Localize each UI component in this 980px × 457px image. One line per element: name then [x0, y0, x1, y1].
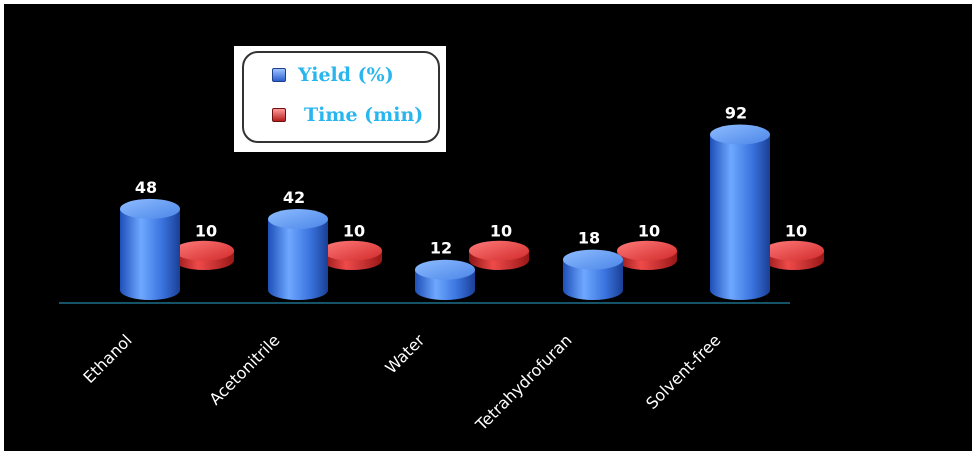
- legend-box: Yield (%) Time (min): [242, 51, 440, 143]
- bar-time-0: [174, 240, 234, 270]
- data-label-yield-4: 92: [725, 104, 747, 123]
- data-label-time-0: 10: [195, 222, 217, 241]
- chart-area: 10 48 10 42 10 12 10 18 10 92: [4, 4, 972, 451]
- data-label-time-3: 10: [638, 222, 660, 241]
- legend-swatch-time: [272, 108, 286, 122]
- bar-yield-2: [415, 259, 475, 300]
- bar-time-2: [469, 240, 529, 270]
- legend-label-yield: Yield (%): [298, 64, 394, 86]
- legend-swatch-yield: [272, 68, 286, 82]
- bar-time-1: [322, 240, 382, 270]
- data-label-yield-2: 12: [430, 239, 452, 258]
- data-label-time-1: 10: [343, 222, 365, 241]
- bar-yield-3: [563, 249, 623, 300]
- bar-yield-4: [710, 124, 770, 300]
- data-label-yield-1: 42: [283, 188, 305, 207]
- bar-yield-1: [268, 209, 328, 300]
- data-label-time-4: 10: [785, 222, 807, 241]
- bar-time-4: [764, 240, 824, 270]
- bar-yield-0: [120, 198, 180, 300]
- legend-item-yield: Yield (%): [272, 63, 394, 87]
- bar-time-3: [617, 240, 677, 270]
- data-label-yield-3: 18: [578, 229, 600, 248]
- legend-item-time: Time (min): [272, 103, 423, 127]
- legend: Yield (%) Time (min): [234, 46, 446, 152]
- data-label-time-2: 10: [490, 222, 512, 241]
- chart-plot: 10 48 10 42 10 12 10 18 10 92: [59, 104, 824, 304]
- legend-label-time: Time (min): [304, 104, 424, 126]
- data-label-yield-0: 48: [135, 178, 157, 197]
